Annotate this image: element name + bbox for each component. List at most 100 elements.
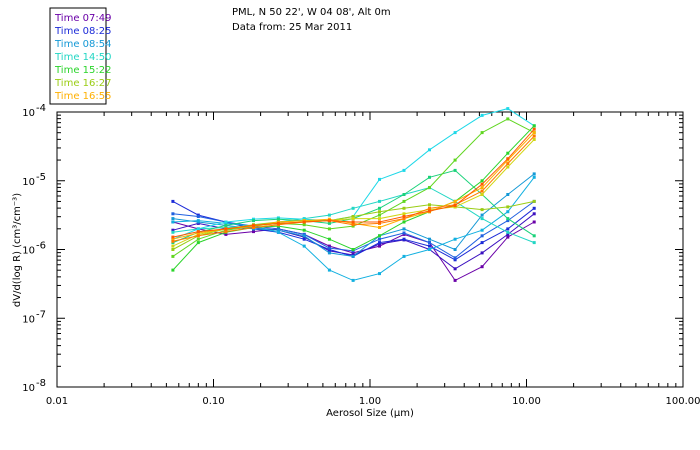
data-point <box>532 124 536 128</box>
legend-entry: Time 08:54 <box>54 39 111 50</box>
data-point <box>453 278 457 282</box>
data-point <box>532 134 536 138</box>
data-point <box>402 193 406 196</box>
data-point <box>327 227 331 231</box>
data-point <box>327 237 331 241</box>
data-point <box>402 254 406 258</box>
data-point <box>276 221 280 225</box>
data-point <box>506 230 510 234</box>
data-point <box>378 226 381 229</box>
data-point <box>171 217 175 221</box>
chart-subtitle: Data from: 25 Mar 2011 <box>232 22 352 33</box>
data-point <box>351 215 355 218</box>
data-point <box>224 232 228 236</box>
data-point <box>171 230 175 234</box>
data-point <box>378 237 381 241</box>
data-point <box>378 177 381 181</box>
data-point <box>480 251 484 255</box>
data-point <box>171 235 175 239</box>
x-tick-label: 1.00 <box>359 396 381 407</box>
data-point <box>171 248 175 251</box>
data-point <box>327 221 331 225</box>
data-point <box>480 217 484 221</box>
data-point <box>532 212 536 216</box>
data-point <box>402 217 406 221</box>
data-point <box>302 220 306 224</box>
data-point <box>351 278 355 282</box>
data-point <box>506 219 510 223</box>
x-tick-label: 10.00 <box>512 396 541 407</box>
data-point <box>453 158 457 162</box>
data-point <box>378 206 381 210</box>
data-point <box>378 220 381 224</box>
data-point <box>171 199 175 203</box>
data-point <box>196 215 200 218</box>
data-point <box>252 223 255 227</box>
y-tick-label: 10 <box>22 108 35 119</box>
data-point <box>252 230 255 234</box>
data-point <box>402 237 406 241</box>
data-point <box>506 217 510 221</box>
data-point <box>302 237 306 241</box>
data-point <box>506 151 510 155</box>
data-point <box>532 175 536 179</box>
data-point <box>378 234 381 238</box>
legend-entry: Time 14:50 <box>54 52 111 63</box>
data-point <box>327 268 331 272</box>
legend-entry: Time 15:22 <box>54 65 111 76</box>
legend-entry: Time 16:55 <box>54 91 111 102</box>
data-point <box>506 165 510 169</box>
x-tick-label: 100.00 <box>666 396 700 407</box>
data-point <box>428 148 431 152</box>
data-point <box>453 168 457 172</box>
data-point <box>506 210 510 214</box>
data-point <box>302 228 306 232</box>
data-point <box>480 193 484 196</box>
data-point <box>506 227 510 231</box>
data-point <box>480 186 484 190</box>
data-point <box>171 244 175 248</box>
data-point <box>480 179 484 183</box>
y-tick-label: 10 <box>22 314 35 325</box>
data-point <box>428 241 431 245</box>
data-point <box>171 237 175 241</box>
y-tick-exponent: -5 <box>36 172 46 183</box>
data-point <box>480 113 484 117</box>
data-point <box>302 223 306 227</box>
data-point <box>252 226 255 229</box>
data-point <box>532 241 536 245</box>
data-point <box>453 267 457 271</box>
y-tick-exponent: -7 <box>36 309 46 320</box>
data-point <box>532 127 536 131</box>
y-tick-label: 10 <box>22 246 35 257</box>
data-point <box>196 219 200 223</box>
data-point <box>351 206 355 210</box>
data-point <box>402 206 406 210</box>
data-point <box>327 213 331 217</box>
data-point <box>480 131 484 135</box>
data-point <box>196 227 200 231</box>
chart-title: PML, N 50 22', W 04 08', Alt 0m <box>232 7 391 18</box>
data-point <box>378 272 381 276</box>
data-point <box>480 234 484 238</box>
data-point <box>171 220 175 224</box>
plot-frame <box>56 111 684 388</box>
data-point <box>428 244 431 248</box>
data-point <box>402 212 406 216</box>
data-point <box>532 138 536 141</box>
data-point <box>171 239 175 243</box>
data-point <box>532 220 536 224</box>
data-point <box>506 157 510 161</box>
data-point <box>378 217 381 221</box>
legend-box <box>49 7 107 105</box>
y-tick-labels: 10-810-710-610-510-4 <box>22 103 46 394</box>
data-point <box>453 237 457 241</box>
data-point <box>351 217 355 221</box>
y-tick-exponent: -4 <box>36 103 46 114</box>
data-point <box>453 204 457 207</box>
y-tick-label: 10 <box>22 383 35 394</box>
data-point <box>171 212 175 216</box>
data-point <box>480 208 484 212</box>
data-point <box>327 244 331 248</box>
